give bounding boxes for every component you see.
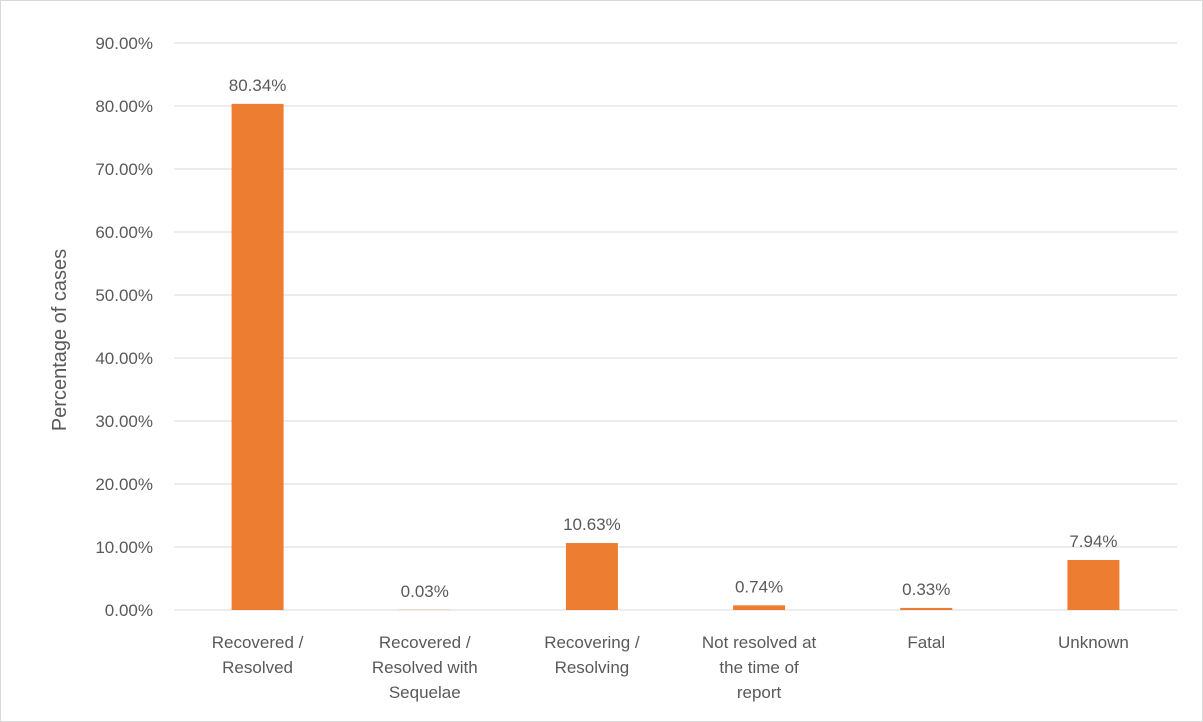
data-label: 10.63% xyxy=(563,515,621,534)
y-tick-label: 50.00% xyxy=(95,286,153,305)
y-tick-label: 40.00% xyxy=(95,349,153,368)
bar xyxy=(231,103,284,610)
data-label: 0.03% xyxy=(401,582,449,601)
x-category-label: Unknown xyxy=(1058,633,1129,652)
bar xyxy=(900,607,953,610)
y-tick-label: 90.00% xyxy=(95,34,153,53)
bar xyxy=(733,605,786,610)
bar xyxy=(1067,559,1120,610)
bar xyxy=(565,543,618,610)
y-axis-ticks: 0.00% 10.00% 20.00% 30.00% 40.00% 50.00% 60.00… xyxy=(95,34,153,620)
y-tick-label: 60.00% xyxy=(95,223,153,242)
x-category-label: Not resolved at the time of report xyxy=(702,633,817,702)
y-axis-title: Percentage of cases xyxy=(49,249,71,431)
bars xyxy=(231,103,1120,610)
x-category-label: Recovering / Resolving xyxy=(544,633,640,677)
y-tick-label: 0.00% xyxy=(105,601,153,620)
y-tick-label: 10.00% xyxy=(95,538,153,557)
data-label: 80.34% xyxy=(229,76,287,95)
y-tick-label: 20.00% xyxy=(95,475,153,494)
data-label: 0.74% xyxy=(735,577,783,596)
y-tick-label: 30.00% xyxy=(95,412,153,431)
data-label: 7.94% xyxy=(1069,532,1117,551)
data-labels: 80.34% 0.03% 10.63% 0.74% 0.33% 7.94% xyxy=(229,76,1118,601)
x-category-label: Recovered / Resolved xyxy=(212,633,304,677)
x-category-label: Fatal xyxy=(907,633,945,652)
category-labels: Recovered / Resolved Recovered / Resolved w… xyxy=(212,633,1129,702)
y-tick-label: 70.00% xyxy=(95,160,153,179)
data-label: 0.33% xyxy=(902,580,950,599)
gridlines xyxy=(174,42,1177,548)
x-category-label: Recovered / Resolved with Sequelae xyxy=(372,633,478,702)
y-tick-label: 80.00% xyxy=(95,97,153,116)
